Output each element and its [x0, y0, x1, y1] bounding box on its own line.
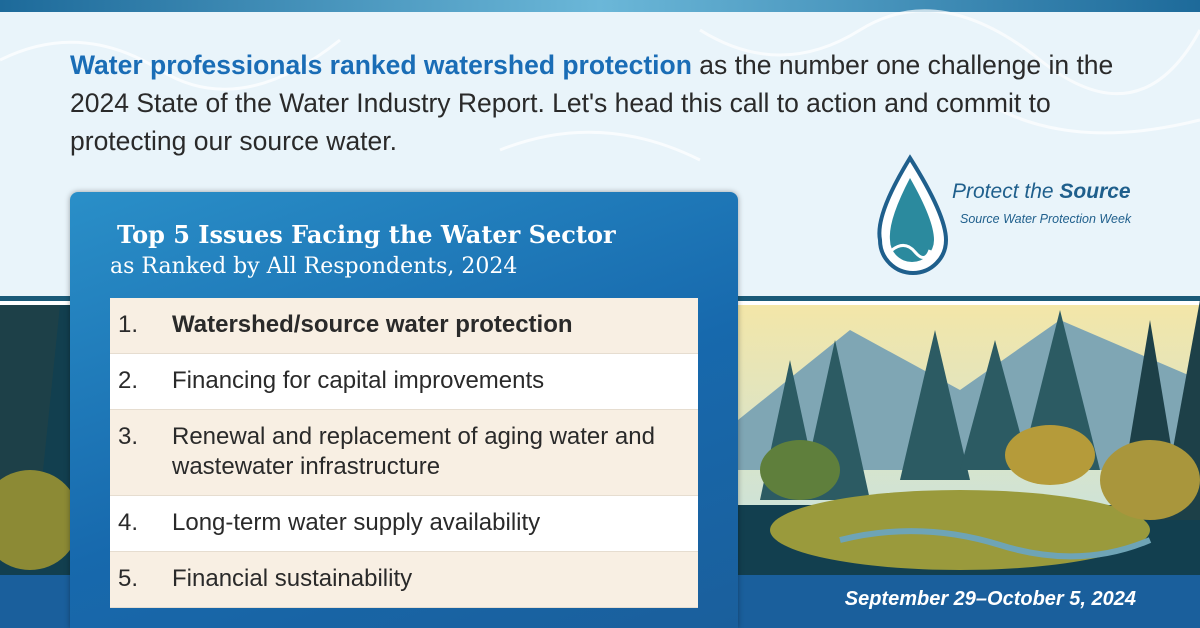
logo-subtitle: Source Water Protection Week [960, 212, 1132, 226]
issue-text: Long-term water supply availability [172, 509, 541, 536]
issue-row: 3. Renewal and replacement of aging water… [110, 410, 698, 496]
issue-row: 5. Financial sustainability [110, 552, 698, 608]
issue-text: Financing for capital improvements [172, 367, 545, 394]
logo-title-prefix: Protect the [952, 180, 1054, 203]
card-title: Top 5 Issues Facing the Water Sector [117, 220, 616, 249]
issue-number: 3. [118, 423, 139, 450]
issue-row: 4. Long-term water supply availability [110, 496, 698, 552]
issue-number: 4. [118, 509, 139, 536]
issue-row: 1. Watershed/source water protection [110, 298, 698, 354]
issue-number: 1. [118, 311, 139, 338]
issue-number: 5. [118, 565, 139, 592]
issue-number: 2. [118, 367, 139, 394]
issue-text: Financial sustainability [172, 565, 413, 592]
issue-text: Watershed/source water protection [172, 311, 573, 338]
issues-card: Top 5 Issues Facing the Water Sector as … [70, 192, 738, 628]
issue-row: 2. Financing for capital improvements [110, 354, 698, 410]
logo-title-emphasis: Source [1059, 180, 1131, 203]
intro-text: Water professionals ranked watershed pro… [70, 46, 1170, 160]
intro-highlight: Water professionals ranked watershed pro… [70, 50, 692, 80]
intro-body: as the number one challenge in the 2024 … [70, 50, 1114, 156]
event-date: September 29–October 5, 2024 [844, 588, 1136, 610]
logo-drop [877, 154, 949, 275]
issue-text: Renewal and replacement of aging water a… [172, 423, 655, 480]
card-subtitle: as Ranked by All Respondents, 2024 [110, 254, 518, 279]
logo-title: Protect the Source [952, 180, 1131, 204]
issues-list: 1. Watershed/source water protection 2. Fin… [110, 298, 698, 608]
